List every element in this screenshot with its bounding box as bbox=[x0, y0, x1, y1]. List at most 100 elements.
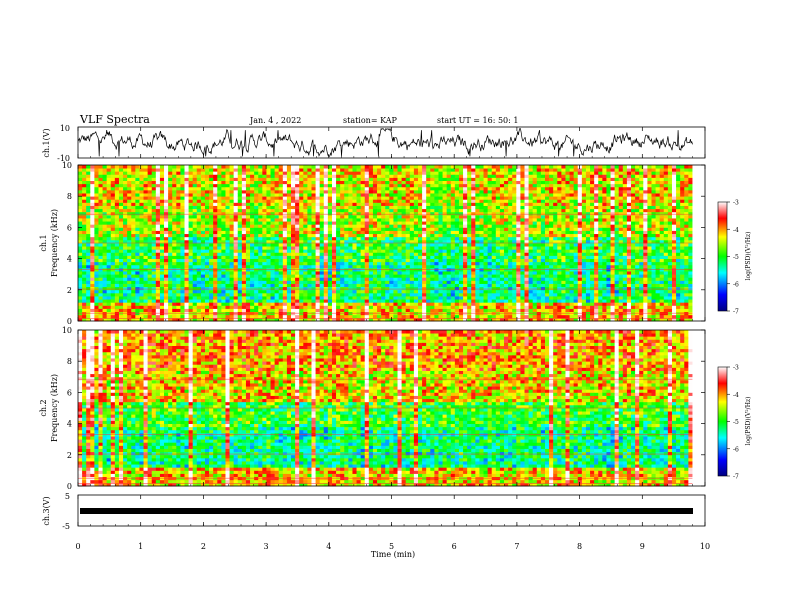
spectrogram-cell bbox=[118, 255, 124, 259]
spectrogram-cell bbox=[331, 183, 337, 188]
spectrogram-cell bbox=[286, 211, 292, 216]
spectrogram-cell bbox=[422, 168, 427, 172]
spectrogram-cell bbox=[278, 171, 284, 175]
spectrogram-cell bbox=[315, 196, 321, 200]
spectrogram-cell bbox=[217, 286, 222, 291]
spectrogram-cell bbox=[164, 264, 169, 269]
spectrogram-cell bbox=[86, 227, 91, 231]
spectrogram-cell bbox=[401, 236, 407, 241]
spectrogram-cell bbox=[110, 283, 116, 288]
spectrogram-cell bbox=[229, 168, 235, 172]
spectrogram-cell bbox=[204, 211, 210, 216]
spectrogram-cell bbox=[233, 174, 239, 178]
spectrogram-cell bbox=[225, 252, 230, 256]
spectrogram-cell bbox=[200, 199, 206, 203]
spectrogram-cell bbox=[438, 165, 443, 169]
spectrogram-cell bbox=[282, 230, 288, 235]
spectrogram-cell bbox=[98, 308, 103, 313]
spectrogram-cell bbox=[413, 261, 419, 266]
spectrogram-cell bbox=[323, 171, 329, 175]
spectrogram-cell bbox=[90, 227, 95, 231]
spectrogram-cell bbox=[147, 317, 153, 322]
spectrogram-cell bbox=[139, 246, 144, 250]
spectrogram-cell bbox=[381, 174, 386, 178]
spectrogram-cell bbox=[184, 299, 190, 303]
spectrogram-cell bbox=[270, 302, 276, 306]
spectrogram-cell bbox=[82, 202, 87, 206]
spectrogram-cell bbox=[356, 174, 362, 178]
spectrogram-cell bbox=[196, 302, 202, 306]
spectrogram-cell bbox=[90, 283, 95, 288]
spectrogram-cell bbox=[192, 199, 198, 203]
spectrogram-cell bbox=[114, 205, 120, 210]
spectrogram-cell bbox=[123, 283, 128, 288]
spectrogram-cell bbox=[336, 264, 341, 269]
spectrogram-cell bbox=[409, 299, 415, 303]
spectrogram-cell bbox=[471, 180, 476, 185]
spectrogram-cell bbox=[168, 280, 173, 284]
spectrogram-cell bbox=[282, 246, 288, 250]
spectrogram-cell bbox=[250, 305, 255, 309]
spectrogram-cell bbox=[258, 183, 263, 188]
spectrogram-cell bbox=[348, 211, 353, 216]
spectrogram-cell bbox=[188, 243, 194, 247]
spectrogram-cell bbox=[282, 271, 288, 275]
spectrogram-cell bbox=[418, 261, 423, 266]
spectrogram-cell bbox=[401, 180, 407, 185]
spectrogram-cell bbox=[356, 165, 362, 169]
spectrogram-cell bbox=[147, 218, 153, 222]
spectrogram-cell bbox=[131, 186, 136, 191]
spectrogram-cell bbox=[209, 261, 214, 266]
spectrogram-cell bbox=[262, 239, 267, 244]
spectrogram-cell bbox=[389, 289, 394, 294]
spectrogram-cell bbox=[356, 258, 362, 263]
spectrogram-cell bbox=[180, 227, 185, 231]
spectrogram-cell bbox=[188, 274, 194, 278]
spectrogram-cell bbox=[164, 196, 169, 200]
spectrogram-cell bbox=[377, 211, 382, 216]
spectrogram-cell bbox=[430, 208, 435, 213]
spectrogram-cell bbox=[118, 224, 124, 228]
spectrogram-cell bbox=[184, 193, 190, 197]
spectrogram-cell bbox=[196, 277, 202, 281]
spectrogram-cell bbox=[192, 165, 198, 169]
spectrogram-cell bbox=[127, 314, 132, 319]
spectrogram-cell bbox=[86, 239, 91, 244]
spectrogram-cell bbox=[307, 202, 312, 206]
spectrogram-cell bbox=[397, 314, 403, 319]
spectrogram-cell bbox=[471, 174, 476, 178]
spectrogram-cell bbox=[262, 165, 267, 169]
spectrogram-cell bbox=[78, 255, 83, 259]
spectrogram-cell bbox=[393, 308, 398, 313]
spectrogram-cell bbox=[344, 189, 349, 194]
spectrogram-cell bbox=[426, 314, 431, 319]
spectrogram-cell bbox=[270, 180, 276, 185]
spectrogram-cell bbox=[127, 280, 132, 284]
spectrogram-cell bbox=[159, 189, 165, 194]
spectrogram-cell bbox=[405, 227, 411, 231]
spectrogram-cell bbox=[172, 289, 177, 294]
spectrogram-cell bbox=[356, 305, 362, 309]
spectrogram-cell bbox=[118, 218, 124, 222]
spectrogram-cell bbox=[118, 249, 124, 253]
spectrogram-cell bbox=[86, 302, 91, 306]
spectrogram-cell bbox=[135, 243, 140, 247]
spectrogram-cell bbox=[303, 277, 308, 281]
spectrogram-cell bbox=[233, 261, 239, 266]
spectrogram-cell bbox=[442, 258, 448, 263]
spectrogram-cell bbox=[196, 227, 202, 231]
spectrogram-cell bbox=[159, 180, 165, 185]
spectrogram-cell bbox=[200, 305, 206, 309]
spectrogram-cell bbox=[90, 208, 95, 213]
spectrogram-cell bbox=[192, 292, 198, 297]
spectrogram-cell bbox=[94, 274, 99, 278]
spectrogram-cell bbox=[442, 243, 448, 247]
spectrogram-cell bbox=[458, 193, 464, 197]
spectrogram-cell bbox=[241, 289, 247, 294]
spectrogram-cell bbox=[336, 168, 341, 172]
spectrogram-cell bbox=[217, 305, 222, 309]
spectrogram-cell bbox=[143, 221, 149, 225]
spectrogram-cell bbox=[274, 308, 280, 313]
spectrogram-cell bbox=[159, 208, 165, 213]
spectrogram-cell bbox=[250, 165, 255, 169]
